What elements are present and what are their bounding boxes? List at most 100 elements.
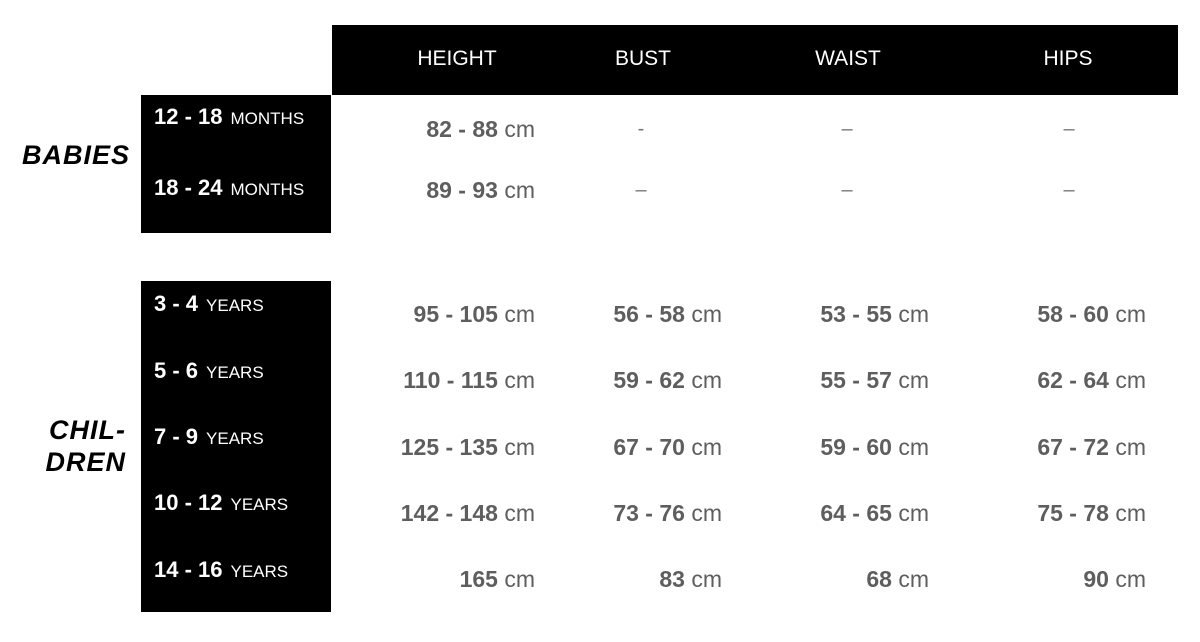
group-label-babies: BABIES	[21, 140, 130, 170]
age-label: 14 - 16 YEARS	[154, 557, 288, 583]
height-number: 165	[459, 566, 498, 592]
waist-number: 53 - 55	[820, 301, 892, 327]
unit-cm: cm	[504, 566, 535, 592]
waist-number: 64 - 65	[820, 500, 892, 526]
waist-value: 59 - 60 cm	[820, 434, 929, 461]
bust-number: 56 - 58	[613, 301, 685, 327]
children-age-box	[141, 281, 331, 612]
hips-number: 75 - 78	[1037, 500, 1109, 526]
unit-cm: cm	[1115, 301, 1146, 327]
waist-value: 55 - 57 cm	[820, 367, 929, 394]
height-number: 95 - 105	[413, 301, 498, 327]
height-value: 95 - 105 cm	[414, 301, 535, 328]
unit-cm: cm	[1115, 367, 1146, 393]
age-unit: YEARS	[206, 429, 264, 448]
unit-cm: cm	[691, 367, 722, 393]
age-range: 5 - 6	[154, 358, 199, 383]
age-range: 14 - 16	[154, 557, 223, 582]
unit-cm: cm	[1115, 566, 1146, 592]
waist-empty: –	[841, 118, 853, 140]
age-label: 5 - 6 YEARS	[154, 358, 264, 384]
height-value: 142 - 148 cm	[401, 500, 535, 527]
age-range: 7 - 9	[154, 424, 199, 449]
bust-number: 73 - 76	[613, 500, 685, 526]
height-value: 89 - 93 cm	[426, 177, 535, 204]
waist-value: 64 - 65 cm	[820, 500, 929, 527]
age-unit: MONTHS	[230, 109, 305, 128]
hips-number: 62 - 64	[1037, 367, 1109, 393]
unit-cm: cm	[898, 500, 929, 526]
height-value: 125 - 135 cm	[401, 434, 535, 461]
unit-cm: cm	[691, 434, 722, 460]
unit-cm: cm	[898, 301, 929, 327]
height-number: 89 - 93	[426, 177, 498, 203]
height-number: 110 - 115	[403, 367, 498, 393]
unit-cm: cm	[504, 367, 535, 393]
age-unit: MONTHS	[230, 180, 305, 199]
bust-value: 83 cm	[659, 566, 722, 593]
height-number: 142 - 148	[400, 500, 498, 526]
group-label-children-2: DREN	[45, 447, 126, 477]
bust-number: 67 - 70	[613, 434, 685, 460]
height-value: 110 - 115 cm	[403, 367, 535, 394]
height-value: 82 - 88 cm	[426, 116, 535, 143]
age-unit: YEARS	[230, 562, 289, 581]
header-bust: BUST	[614, 47, 672, 70]
bust-empty: -	[637, 118, 645, 140]
unit-cm: cm	[898, 367, 929, 393]
header-bar	[332, 25, 1178, 95]
bust-value: 56 - 58 cm	[613, 301, 722, 328]
hips-empty: –	[1063, 179, 1075, 201]
unit-cm: cm	[898, 566, 929, 592]
age-range: 10 - 12	[154, 490, 223, 515]
hips-value: 62 - 64 cm	[1037, 367, 1146, 394]
group-label-children-1: CHIL-	[49, 415, 126, 445]
unit-cm: cm	[504, 434, 535, 460]
bust-empty: –	[635, 179, 647, 201]
header-waist: WAIST	[815, 47, 881, 70]
unit-cm: cm	[504, 116, 535, 142]
bust-value: 67 - 70 cm	[613, 434, 722, 461]
hips-number: 58 - 60	[1037, 301, 1109, 327]
unit-cm: cm	[504, 177, 535, 203]
age-label: 10 - 12 YEARS	[154, 490, 288, 516]
height-number: 125 - 135	[400, 434, 498, 460]
babies-age-box	[141, 95, 331, 233]
bust-number: 59 - 62	[613, 367, 685, 393]
unit-cm: cm	[1115, 500, 1146, 526]
height-number: 82 - 88	[426, 116, 498, 142]
waist-empty: –	[841, 179, 853, 201]
header-height: HEIGHT	[417, 47, 497, 70]
bust-number: 83	[659, 566, 685, 592]
waist-number: 59 - 60	[820, 434, 892, 460]
hips-value: 75 - 78 cm	[1037, 500, 1146, 527]
age-label: 3 - 4 YEARS	[154, 291, 264, 317]
waist-value: 68 cm	[866, 566, 929, 593]
age-range: 18 - 24	[154, 175, 223, 200]
age-unit: YEARS	[206, 363, 264, 382]
unit-cm: cm	[898, 434, 929, 460]
waist-number: 55 - 57	[820, 367, 892, 393]
bust-value: 59 - 62 cm	[613, 367, 722, 394]
age-range: 3 - 4	[154, 291, 199, 316]
height-value: 165 cm	[460, 566, 535, 593]
hips-empty: –	[1063, 118, 1075, 140]
age-label: 18 - 24 MONTHS	[154, 175, 304, 201]
waist-value: 53 - 55 cm	[820, 301, 929, 328]
header-hips: HIPS	[1043, 47, 1093, 70]
hips-value: 58 - 60 cm	[1037, 301, 1146, 328]
hips-value: 67 - 72 cm	[1037, 434, 1146, 461]
age-label: 12 - 18 MONTHS	[154, 104, 304, 130]
waist-number: 68	[866, 566, 892, 592]
unit-cm: cm	[691, 566, 722, 592]
hips-value: 90 cm	[1083, 566, 1146, 593]
age-range: 12 - 18	[154, 104, 223, 129]
unit-cm: cm	[504, 301, 535, 327]
unit-cm: cm	[691, 301, 722, 327]
age-unit: YEARS	[206, 296, 264, 315]
bust-value: 73 - 76 cm	[613, 500, 722, 527]
hips-number: 67 - 72	[1037, 434, 1109, 460]
hips-number: 90	[1083, 566, 1109, 592]
age-label: 7 - 9 YEARS	[154, 424, 264, 450]
unit-cm: cm	[691, 500, 722, 526]
